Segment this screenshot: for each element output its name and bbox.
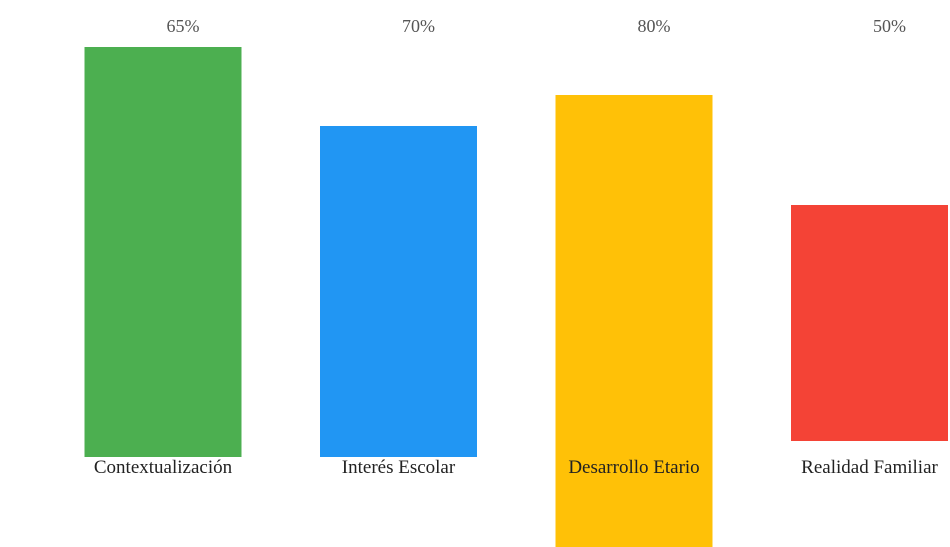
bar-realidad-familiar	[791, 205, 948, 441]
category-label-interes-escolar: Interés Escolar	[342, 457, 456, 478]
bar-desarrollo-etario	[555, 95, 713, 547]
category-label-desarrollo-etario: Desarrollo Etario	[568, 457, 699, 478]
bars-layer	[84, 47, 948, 547]
value-labels-layer: 65% 70% 80% 50%	[167, 16, 907, 36]
value-label-contextualizacion: 65%	[167, 16, 200, 36]
value-label-realidad-familiar: 50%	[873, 16, 906, 36]
value-label-interes-escolar: 70%	[402, 16, 435, 36]
category-label-contextualizacion: Contextualización	[94, 457, 233, 478]
bar-contextualizacion	[84, 47, 242, 457]
category-label-realidad-familiar: Realidad Familiar	[801, 457, 938, 478]
category-labels-layer: Contextualización Interés Escolar Desarrol…	[94, 457, 939, 478]
value-label-desarrollo-etario: 80%	[638, 16, 671, 36]
bar-interes-escolar	[320, 126, 477, 457]
